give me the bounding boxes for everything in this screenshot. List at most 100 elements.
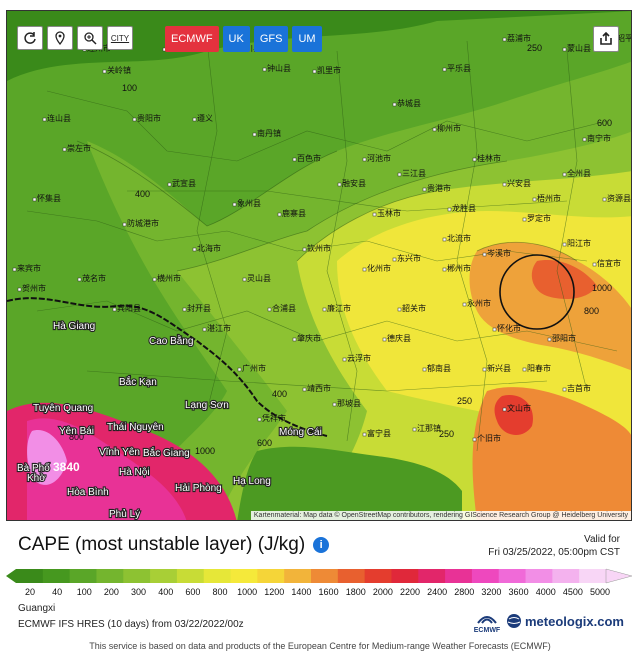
city-label: 湛江市 bbox=[207, 323, 231, 333]
city-label: 廉江市 bbox=[327, 303, 351, 313]
model-ecmwf-button[interactable]: ECMWF bbox=[165, 26, 219, 52]
contour-label: 600 bbox=[257, 438, 272, 448]
model-uk-button[interactable]: UK bbox=[222, 26, 250, 52]
legend-tick-label: 300 bbox=[131, 587, 147, 597]
meteologix-logo[interactable]: meteologix.com bbox=[506, 613, 624, 629]
city-label: 全州县 bbox=[567, 168, 591, 178]
city-marker bbox=[492, 327, 497, 332]
place-label: Hòa Bình bbox=[67, 487, 109, 498]
legend-swatch bbox=[498, 569, 527, 583]
ecmwf-logo-text: ECMWF bbox=[473, 627, 501, 634]
place-label: Hải Phòng bbox=[175, 483, 222, 494]
valid-label: Valid for bbox=[584, 534, 620, 545]
legend-tick-label: 800 bbox=[212, 587, 228, 597]
city-marker bbox=[397, 172, 402, 177]
place-label: Hà Giang bbox=[53, 321, 95, 332]
cape-zone-1800 bbox=[494, 395, 533, 436]
share-button[interactable] bbox=[593, 26, 619, 52]
city-label: 柳州市 bbox=[437, 123, 461, 133]
city-marker bbox=[182, 307, 187, 312]
city-label: 荔浦市 bbox=[507, 33, 531, 43]
share-icon bbox=[600, 31, 612, 45]
city-marker bbox=[362, 432, 367, 437]
city-label: 德庆县 bbox=[387, 333, 411, 343]
city-label: 广州市 bbox=[242, 363, 266, 373]
cape-zone-1000 bbox=[469, 242, 631, 371]
cape-map[interactable]: 100 400 250 600 1000 800 250 400 600 250… bbox=[6, 10, 632, 521]
city-label: 怀集县 bbox=[37, 193, 61, 203]
city-label: 三江县 bbox=[402, 169, 426, 178]
legend-bar bbox=[6, 568, 633, 584]
city-label: 南丹镇 bbox=[257, 128, 281, 138]
city-marker bbox=[397, 307, 402, 312]
city-label: 宾阳县 bbox=[117, 303, 141, 313]
city-marker bbox=[342, 357, 347, 362]
city-marker bbox=[32, 197, 37, 202]
city-marker bbox=[277, 212, 282, 217]
info-icon[interactable]: i bbox=[313, 537, 330, 553]
model-gfs-button[interactable]: GFS bbox=[253, 26, 289, 52]
zoom-button[interactable] bbox=[77, 26, 103, 50]
city-label: 吉首市 bbox=[567, 383, 591, 393]
legend-swatch bbox=[69, 569, 97, 583]
city-label: 信宜市 bbox=[597, 258, 621, 268]
legend-swatch bbox=[525, 569, 553, 583]
legend-tick-label: 2200 bbox=[399, 587, 421, 597]
city-button[interactable]: CITY bbox=[107, 26, 133, 50]
city-marker bbox=[337, 182, 342, 187]
city-marker bbox=[242, 277, 247, 282]
city-marker bbox=[232, 202, 237, 207]
contour-label: 3840 bbox=[53, 460, 80, 474]
city-marker bbox=[267, 307, 272, 312]
city-label: 恭城县 bbox=[397, 99, 421, 108]
legend-tick-label: 1800 bbox=[345, 587, 366, 597]
place-label: Bà Phố bbox=[17, 462, 50, 474]
city-label: 象州县 bbox=[237, 198, 261, 208]
legend-tick-label: 200 bbox=[103, 587, 119, 597]
city-marker bbox=[392, 102, 397, 107]
model-um-button[interactable]: UM bbox=[292, 26, 322, 52]
contour-label: 250 bbox=[457, 396, 472, 406]
legend-arrow-low bbox=[6, 569, 16, 583]
city-marker bbox=[152, 277, 157, 282]
city-label: 玉林市 bbox=[377, 208, 401, 218]
city-marker bbox=[322, 307, 327, 312]
legend-swatch bbox=[257, 569, 285, 583]
city-marker bbox=[442, 237, 447, 242]
city-marker bbox=[502, 37, 507, 42]
legend-swatch bbox=[391, 569, 419, 583]
city-marker bbox=[112, 307, 117, 312]
city-marker bbox=[362, 267, 367, 272]
legend-swatch bbox=[16, 569, 44, 583]
city-label: 河池市 bbox=[367, 153, 391, 163]
legend-swatch bbox=[337, 569, 366, 583]
contour-label: 1000 bbox=[195, 446, 215, 456]
legend-tick-label: 5000 bbox=[589, 587, 611, 597]
city-marker bbox=[122, 222, 127, 227]
city-marker bbox=[42, 117, 47, 122]
city-marker bbox=[292, 337, 297, 342]
city-label: 平乐县 bbox=[447, 63, 471, 73]
legend-tick-label: 4500 bbox=[562, 587, 583, 597]
region-name: Guangxi bbox=[18, 603, 56, 614]
city-marker bbox=[62, 147, 67, 152]
city-marker bbox=[482, 252, 487, 257]
city-label: 云浮市 bbox=[347, 353, 371, 363]
contour-lines bbox=[76, 140, 578, 272]
refresh-button[interactable] bbox=[17, 26, 43, 50]
city-marker bbox=[562, 172, 567, 177]
place-label: Hà Nội bbox=[119, 467, 150, 478]
city-label: 封开县 bbox=[187, 303, 211, 313]
city-label: 崇左市 bbox=[67, 143, 91, 153]
legend-tick-label: 100 bbox=[76, 587, 92, 597]
city-marker bbox=[302, 387, 307, 392]
city-marker bbox=[522, 217, 527, 222]
contour-label: 100 bbox=[122, 83, 137, 93]
legend-swatch bbox=[284, 569, 312, 583]
legend-swatch bbox=[96, 569, 124, 583]
legend-tick-label: 3600 bbox=[508, 587, 529, 597]
place-label: Hạ Long bbox=[233, 476, 271, 487]
location-button[interactable] bbox=[47, 26, 73, 50]
city-marker bbox=[472, 437, 477, 442]
city-label: 梧州市 bbox=[537, 193, 561, 203]
